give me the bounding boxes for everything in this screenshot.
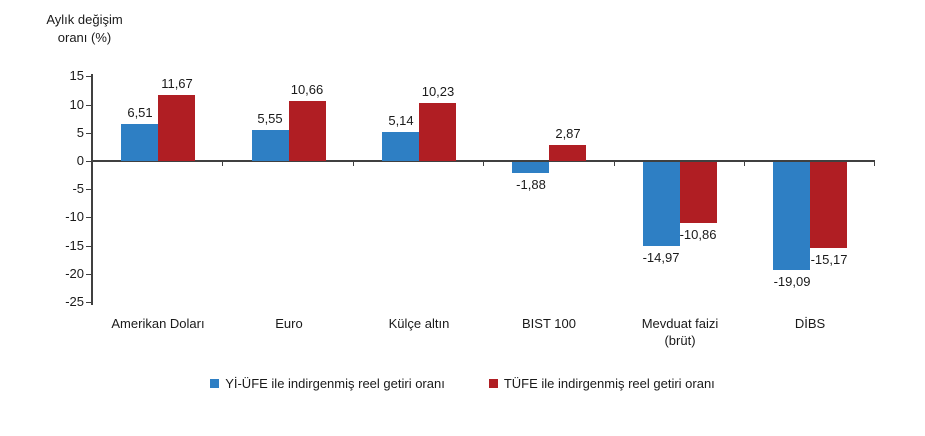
y-axis-tick [86, 217, 91, 218]
y-axis-tick [86, 302, 91, 303]
bar-value-label: -19,09 [773, 274, 811, 289]
bar-value-label: -1,88 [516, 177, 546, 192]
category-axis-tick [222, 162, 223, 166]
bar-value-label: 5,14 [388, 113, 414, 128]
bar-yi-ufe [512, 162, 549, 173]
bar-tufe [419, 103, 456, 161]
zero-axis-line [92, 160, 876, 162]
y-axis-tick [86, 105, 91, 106]
category-axis-tick [874, 162, 875, 166]
y-axis-tick [86, 246, 91, 247]
y-axis-tick-label: 15 [69, 68, 84, 83]
bar-tufe [289, 101, 326, 161]
legend-label-tufe: TÜFE ile indirgenmiş reel getiri oranı [503, 376, 715, 391]
legend-label-yi-ufe: Yİ-ÜFE ile indirgenmiş reel getiri oranı [225, 376, 445, 391]
bar-tufe [680, 162, 717, 223]
y-axis-line [91, 74, 93, 305]
y-axis-tick-label: -15 [65, 238, 84, 253]
category-axis-tick [614, 162, 615, 166]
y-axis-tick-label: -25 [65, 294, 84, 309]
category-label: Euro [275, 316, 303, 331]
y-axis-tick [86, 161, 91, 162]
bar-yi-ufe [773, 162, 810, 270]
y-axis-tick [86, 189, 91, 190]
category-label: Amerikan Doları [111, 316, 205, 331]
bar-value-label: -15,17 [810, 252, 848, 267]
y-axis-title: Aylık değişim oranı (%) [46, 12, 123, 45]
bar-value-label: 10,66 [290, 82, 324, 97]
bar-value-label: 6,51 [127, 105, 153, 120]
legend-item-yi-ufe: Yİ-ÜFE ile indirgenmiş reel getiri oranı [210, 376, 445, 391]
y-axis-tick-label: 10 [69, 97, 84, 112]
bar-value-label: -10,86 [679, 227, 717, 242]
bar-tufe [549, 145, 586, 161]
category-axis-tick [483, 162, 484, 166]
bar-yi-ufe [121, 124, 158, 161]
y-axis-tick-label: 5 [76, 125, 84, 140]
legend: Yİ-ÜFE ile indirgenmiş reel getiri oranı… [0, 376, 925, 391]
category-axis-tick [744, 162, 745, 166]
category-label: Külçe altın [388, 316, 450, 331]
bar-value-label: -14,97 [642, 250, 680, 265]
bar-value-label: 11,67 [161, 76, 193, 91]
y-axis-tick-label: 0 [76, 153, 84, 168]
y-axis-tick [86, 133, 91, 134]
bar-yi-ufe [252, 130, 289, 161]
y-axis-tick-label: -5 [72, 181, 84, 196]
y-axis-tick [86, 274, 91, 275]
legend-swatch-tufe [488, 379, 498, 388]
bar-yi-ufe [382, 132, 419, 161]
category-label: Mevduat faizi (brüt) [641, 316, 719, 348]
legend-item-tufe: TÜFE ile indirgenmiş reel getiri oranı [488, 376, 715, 391]
bar-value-label: 10,23 [421, 84, 455, 99]
y-axis-tick-label: -20 [65, 266, 84, 281]
legend-swatch-yi-ufe [210, 379, 220, 388]
bar-value-label: 2,87 [555, 126, 581, 141]
y-axis-tick [86, 76, 91, 77]
bar-tufe [158, 95, 195, 161]
category-label: BIST 100 [522, 316, 576, 331]
category-axis-tick [353, 162, 354, 166]
bar-value-label: 5,55 [257, 111, 283, 126]
bar-tufe [810, 162, 847, 248]
category-label: DİBS [794, 316, 826, 331]
y-axis-tick-label: -10 [65, 209, 84, 224]
bar-yi-ufe [643, 162, 680, 246]
